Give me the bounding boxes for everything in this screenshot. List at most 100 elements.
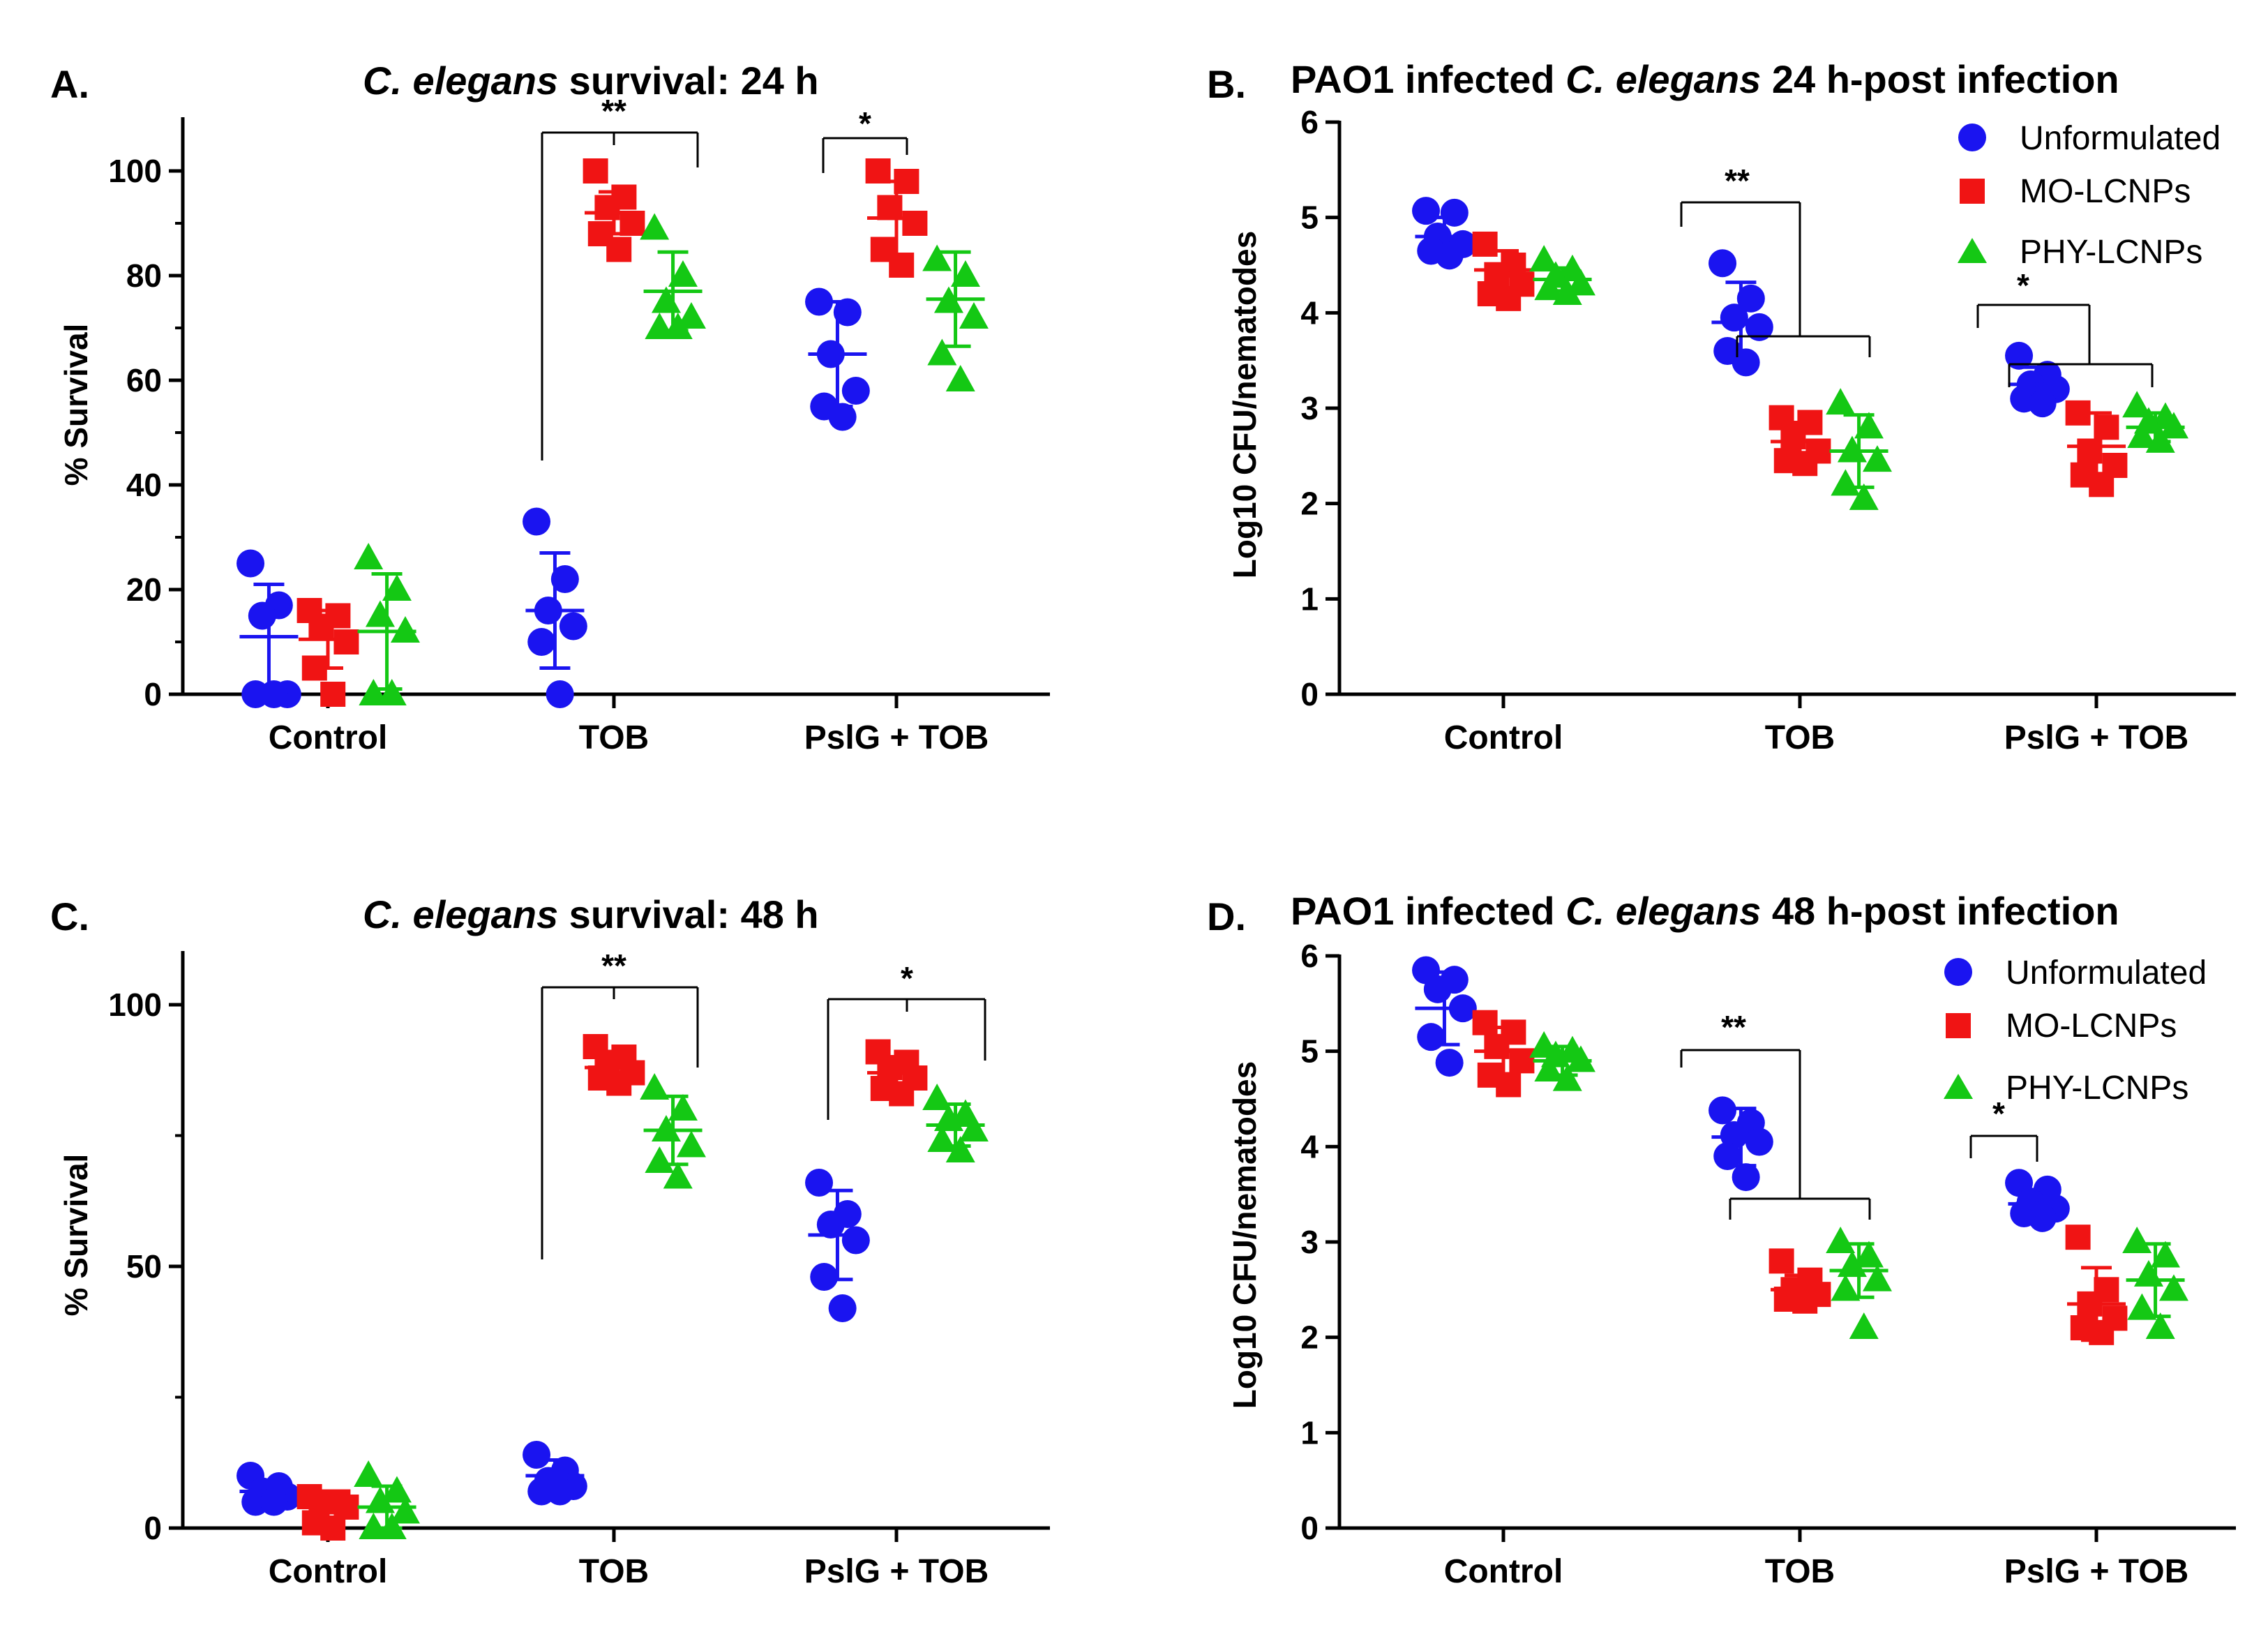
point-phy-lcnps <box>365 600 395 627</box>
point-unformulated <box>805 1169 834 1197</box>
legend-label-phy-lcnps: PHY-LCNPs <box>2020 234 2202 271</box>
point-mo-lcnps <box>889 1081 915 1107</box>
point-phy-lcnps <box>359 679 389 705</box>
x-tick-label: Control <box>269 1553 388 1590</box>
panel-label: B. <box>1207 62 1246 106</box>
point-unformulated <box>550 565 579 593</box>
legend-label-mo-lcnps: MO-LCNPs <box>2020 173 2191 210</box>
y-tick-label: 1 <box>1300 581 1319 617</box>
x-tick-label: PslG + TOB <box>2004 719 2189 756</box>
point-unformulated <box>1745 313 1773 341</box>
significance-label: ** <box>1725 163 1750 199</box>
point-unformulated <box>1736 284 1765 313</box>
point-phy-lcnps <box>390 1497 420 1524</box>
x-tick-label: Control <box>269 719 388 756</box>
point-phy-lcnps <box>668 1094 698 1121</box>
point-phy-lcnps <box>1854 412 1884 439</box>
point-phy-lcnps <box>676 1130 706 1158</box>
point-phy-lcnps <box>1534 274 1564 301</box>
point-unformulated <box>833 298 862 327</box>
point-mo-lcnps <box>1472 231 1498 257</box>
point-unformulated <box>1417 1023 1445 1051</box>
legend: Unformulated MO-LCNPs PHY-LCNPs <box>1958 120 2221 271</box>
point-phy-lcnps <box>1831 469 1861 496</box>
legend-marker-phy-lcnps <box>1944 1074 1973 1099</box>
point-phy-lcnps <box>1862 445 1892 472</box>
y-tick-label: 3 <box>1300 1224 1319 1260</box>
point-phy-lcnps <box>1826 388 1856 415</box>
point-unformulated <box>1745 1128 1773 1156</box>
panel-c: C. C. elegans survival: 48 h % Survival … <box>50 892 1050 1590</box>
point-phy-lcnps <box>1826 1227 1856 1253</box>
point-unformulated <box>523 507 551 536</box>
x-tick-label: PslG + TOB <box>804 1553 989 1590</box>
point-phy-lcnps <box>645 1146 675 1173</box>
y-tick-label: 50 <box>126 1248 162 1285</box>
point-unformulated <box>1713 1142 1742 1170</box>
point-unformulated <box>559 612 587 641</box>
point-phy-lcnps <box>1837 435 1867 463</box>
point-phy-lcnps <box>1831 1274 1861 1301</box>
point-phy-lcnps <box>2127 1293 2157 1320</box>
y-axis-label: Log10 CFU/nematodes <box>1226 1061 1263 1409</box>
panel-d: D. PAO1 infected C. elegans 48 h-post in… <box>1207 889 2236 1590</box>
significance-label: * <box>901 960 913 996</box>
point-mo-lcnps <box>1472 1010 1498 1035</box>
point-unformulated <box>523 1441 551 1469</box>
point-phy-lcnps <box>2145 426 2175 453</box>
point-phy-lcnps <box>1529 245 1559 272</box>
y-tick-label: 2 <box>1300 486 1319 522</box>
y-tick-label: 100 <box>108 987 162 1023</box>
title-rest: 48 h-post infection <box>1761 889 2119 933</box>
y-tick-label: 0 <box>1300 1510 1319 1546</box>
y-tick-label: 6 <box>1300 938 1319 974</box>
point-unformulated <box>260 680 288 708</box>
point-phy-lcnps <box>1565 269 1595 296</box>
point-phy-lcnps <box>382 1476 412 1503</box>
title-italic: C. elegans <box>1565 889 1761 933</box>
point-mo-lcnps <box>865 158 891 184</box>
y-tick-label: 6 <box>1300 104 1319 140</box>
point-phy-lcnps <box>354 543 384 569</box>
point-mo-lcnps <box>902 211 928 236</box>
point-unformulated <box>1720 304 1748 332</box>
panel-title: PAO1 infected C. elegans 48 h-post infec… <box>1291 889 2119 933</box>
legend-label-unformulated: Unformulated <box>2006 955 2207 991</box>
y-tick-label: 100 <box>108 153 162 189</box>
y-tick-label: 4 <box>1300 294 1319 331</box>
x-tick-label: PslG + TOB <box>2004 1553 2189 1590</box>
point-unformulated <box>546 680 574 708</box>
legend-marker-mo-lcnps <box>1960 179 1985 204</box>
panel-label: D. <box>1207 894 1246 938</box>
legend-marker-phy-lcnps <box>1958 238 1987 263</box>
point-phy-lcnps <box>1552 1064 1582 1091</box>
point-mo-lcnps <box>583 158 608 184</box>
significance-label: * <box>2017 267 2029 304</box>
y-tick-label: 2 <box>1300 1319 1319 1356</box>
point-mo-lcnps <box>333 629 359 654</box>
point-mo-lcnps <box>2089 472 2115 497</box>
point-mo-lcnps <box>1792 451 1818 477</box>
y-axis-label: % Survival <box>58 324 94 486</box>
y-tick-label: 0 <box>1300 676 1319 712</box>
point-phy-lcnps <box>959 1115 989 1141</box>
point-mo-lcnps <box>594 195 620 220</box>
x-tick-label: Control <box>1444 1553 1563 1590</box>
point-mo-lcnps <box>1768 1248 1794 1274</box>
legend-label-unformulated: Unformulated <box>2020 120 2221 157</box>
y-tick-label: 5 <box>1300 200 1319 236</box>
point-phy-lcnps <box>640 1073 670 1100</box>
legend-marker-unformulated <box>1958 123 1986 151</box>
legend-marker-unformulated <box>1944 958 1972 986</box>
point-phy-lcnps <box>1849 483 1879 510</box>
panel-label: C. <box>50 894 89 938</box>
significance-label: * <box>859 105 871 142</box>
point-phy-lcnps <box>668 260 698 287</box>
point-phy-lcnps <box>959 302 989 329</box>
y-tick-label: 1 <box>1300 1414 1319 1451</box>
point-unformulated <box>828 403 857 431</box>
